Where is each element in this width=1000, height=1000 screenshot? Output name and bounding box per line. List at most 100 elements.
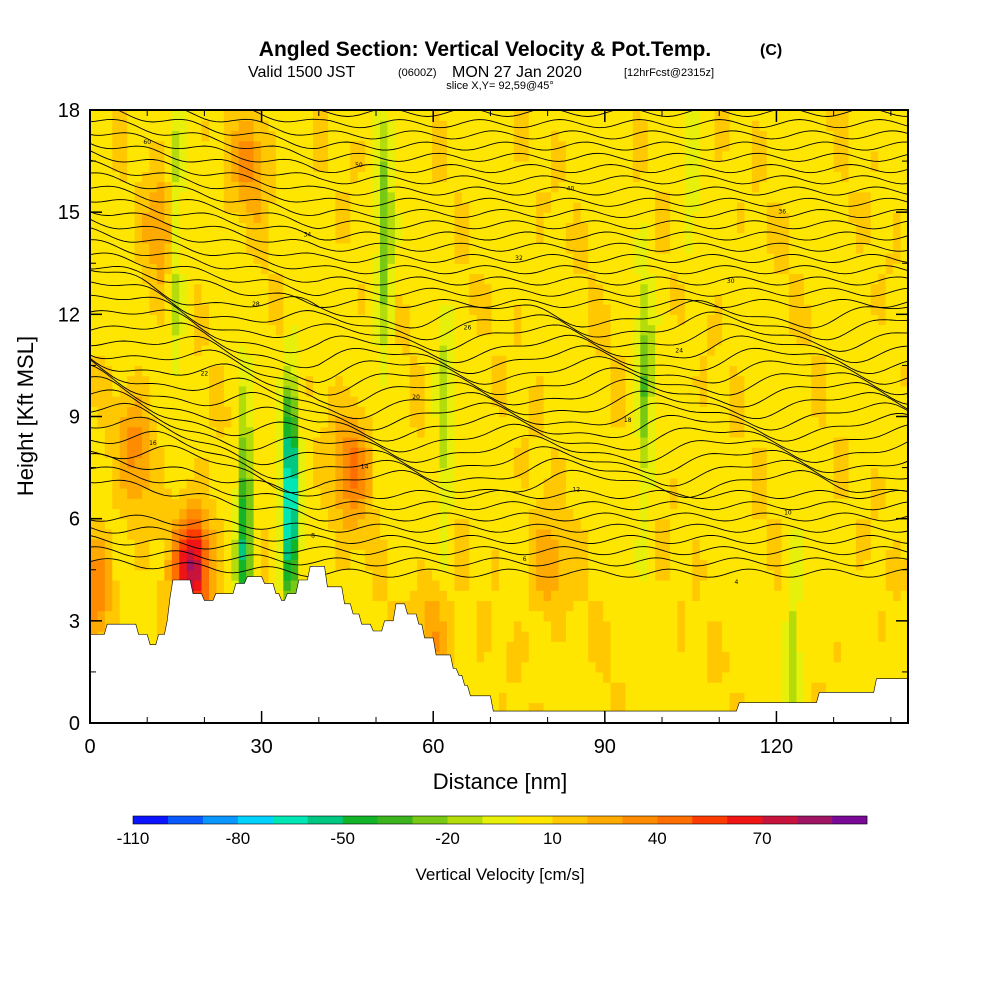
velocity-cell <box>558 447 567 458</box>
velocity-cell <box>357 314 366 326</box>
velocity-cell <box>573 641 582 653</box>
velocity-cell <box>491 344 500 356</box>
velocity-cell <box>127 161 136 172</box>
velocity-cell <box>454 498 463 510</box>
velocity-cell <box>551 161 560 172</box>
velocity-cell <box>632 334 641 346</box>
velocity-cell <box>186 263 195 275</box>
velocity-cell <box>142 191 151 203</box>
velocity-cell <box>699 375 708 387</box>
velocity-cell <box>409 559 418 571</box>
velocity-cell <box>223 130 232 142</box>
velocity-cell <box>275 242 284 254</box>
velocity-cell <box>551 641 560 653</box>
velocity-cell <box>521 692 530 704</box>
velocity-cell <box>246 406 255 418</box>
velocity-cell <box>134 508 143 520</box>
velocity-cell <box>127 334 136 346</box>
velocity-cell <box>97 110 106 121</box>
velocity-cell <box>142 610 151 622</box>
velocity-cell <box>149 498 158 510</box>
velocity-cell <box>439 365 448 377</box>
velocity-cell <box>536 110 545 121</box>
velocity-cell <box>588 579 597 591</box>
velocity-cell <box>662 150 671 162</box>
velocity-cell <box>617 579 627 591</box>
velocity-cell <box>194 120 203 132</box>
velocity-cell <box>536 263 545 275</box>
velocity-cell <box>513 365 522 377</box>
velocity-cell <box>290 355 299 367</box>
velocity-cell <box>142 569 151 581</box>
velocity-cell <box>506 682 515 693</box>
velocity-cell <box>417 161 426 172</box>
velocity-cell <box>380 263 389 275</box>
velocity-cell <box>119 181 128 193</box>
velocity-cell <box>201 171 210 183</box>
velocity-cell <box>551 600 560 612</box>
velocity-cell <box>112 222 121 234</box>
velocity-cell <box>528 528 537 540</box>
velocity-cell <box>565 447 574 458</box>
velocity-cell <box>149 569 158 581</box>
velocity-cell <box>580 253 589 264</box>
velocity-cell <box>469 263 478 275</box>
velocity-cell <box>231 283 240 295</box>
velocity-cell <box>647 651 656 663</box>
velocity-cell <box>446 171 455 183</box>
velocity-cell <box>179 232 188 244</box>
velocity-cell <box>127 273 136 285</box>
velocity-cell <box>268 253 277 264</box>
velocity-cell <box>699 191 708 203</box>
velocity-cell <box>521 355 530 367</box>
velocity-cell <box>617 508 627 520</box>
velocity-cell <box>528 344 537 356</box>
velocity-cell <box>112 539 121 550</box>
velocity-cell <box>684 150 693 162</box>
velocity-cell <box>662 692 671 704</box>
velocity-cell <box>164 365 173 377</box>
velocity-cell <box>134 457 143 469</box>
velocity-cell <box>610 304 619 315</box>
velocity-cell <box>216 120 225 132</box>
velocity-cell <box>156 120 165 132</box>
velocity-cell <box>179 467 188 479</box>
velocity-cell <box>327 222 336 234</box>
velocity-cell <box>699 518 708 530</box>
velocity-cell <box>432 150 441 162</box>
velocity-cell <box>298 222 307 234</box>
velocity-cell <box>699 253 708 264</box>
velocity-cell <box>640 641 649 653</box>
velocity-cell <box>461 161 470 172</box>
velocity-cell <box>513 232 522 244</box>
velocity-cell <box>565 457 574 469</box>
velocity-cell <box>387 334 396 346</box>
velocity-cell <box>104 406 113 418</box>
velocity-cell <box>283 569 292 581</box>
velocity-cell <box>216 488 225 499</box>
velocity-cell <box>461 498 470 510</box>
velocity-cell <box>372 222 381 234</box>
velocity-cell <box>394 385 403 397</box>
velocity-cell <box>357 324 366 336</box>
velocity-cell <box>699 508 708 520</box>
velocity-cell <box>432 191 441 203</box>
velocity-cell <box>491 477 500 489</box>
velocity-cell <box>521 416 530 428</box>
velocity-cell <box>134 253 143 264</box>
velocity-cell <box>238 324 247 336</box>
velocity-cell <box>506 559 515 571</box>
velocity-cell <box>208 436 218 448</box>
velocity-cell <box>684 140 693 152</box>
velocity-cell <box>372 559 381 571</box>
velocity-cell <box>290 253 299 264</box>
velocity-cell <box>387 120 396 132</box>
velocity-cell <box>246 242 255 254</box>
velocity-cell <box>201 324 210 336</box>
velocity-cell <box>186 120 195 132</box>
velocity-cell <box>528 436 537 448</box>
velocity-cell <box>387 110 396 121</box>
velocity-cell <box>670 549 679 561</box>
velocity-cell <box>238 559 247 571</box>
velocity-cell <box>699 661 708 673</box>
